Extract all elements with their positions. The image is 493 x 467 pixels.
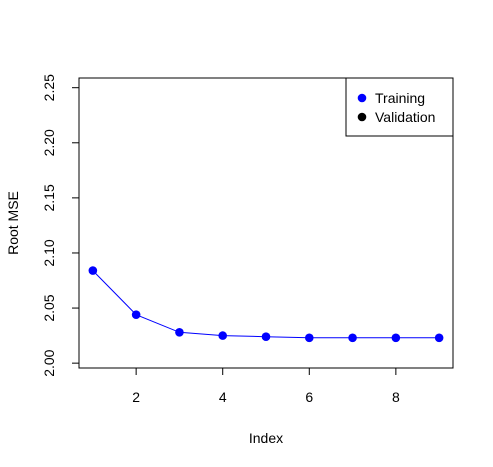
y-tick-label-2.05: 2.05 [41,294,57,321]
legend-box [345,77,454,137]
series-line-training [92,270,440,339]
x-axis: 2 4 6 8 [132,368,400,405]
x-tick-label-8: 8 [392,389,400,405]
x-tick-label-2: 2 [132,389,140,405]
x-tick-label-6: 6 [305,389,313,405]
x-tick-label-4: 4 [219,389,227,405]
legend-marker-training [357,93,367,103]
legend-marker-validation [357,112,367,122]
series-layer [88,266,444,343]
y-tick-label-2.15: 2.15 [41,184,57,211]
data-point-training-3 [175,328,184,337]
legend-label-validation: Validation [375,109,435,125]
data-point-training-4 [218,331,228,340]
legend: Training Validation [345,77,454,137]
y-axis: 2.00 2.05 2.10 2.15 2.20 2.25 [41,74,79,377]
data-point-training-1 [88,266,98,275]
legend-label-training: Training [375,90,425,106]
y-tick-label-2.25: 2.25 [41,74,57,101]
x-axis-label: Index [249,430,283,446]
data-point-training-7 [348,333,357,343]
data-point-training-8 [391,333,401,343]
data-point-training-9 [434,333,444,343]
y-tick-label-2.10: 2.10 [41,239,57,266]
plot-frame [78,77,454,369]
y-tick-label-2.20: 2.20 [41,129,57,156]
data-point-training-6 [304,333,314,343]
y-tick-label-2.00: 2.00 [41,349,57,376]
y-axis-label: Root MSE [5,191,21,255]
data-point-training-2 [131,310,141,319]
data-point-training-5 [261,332,271,342]
